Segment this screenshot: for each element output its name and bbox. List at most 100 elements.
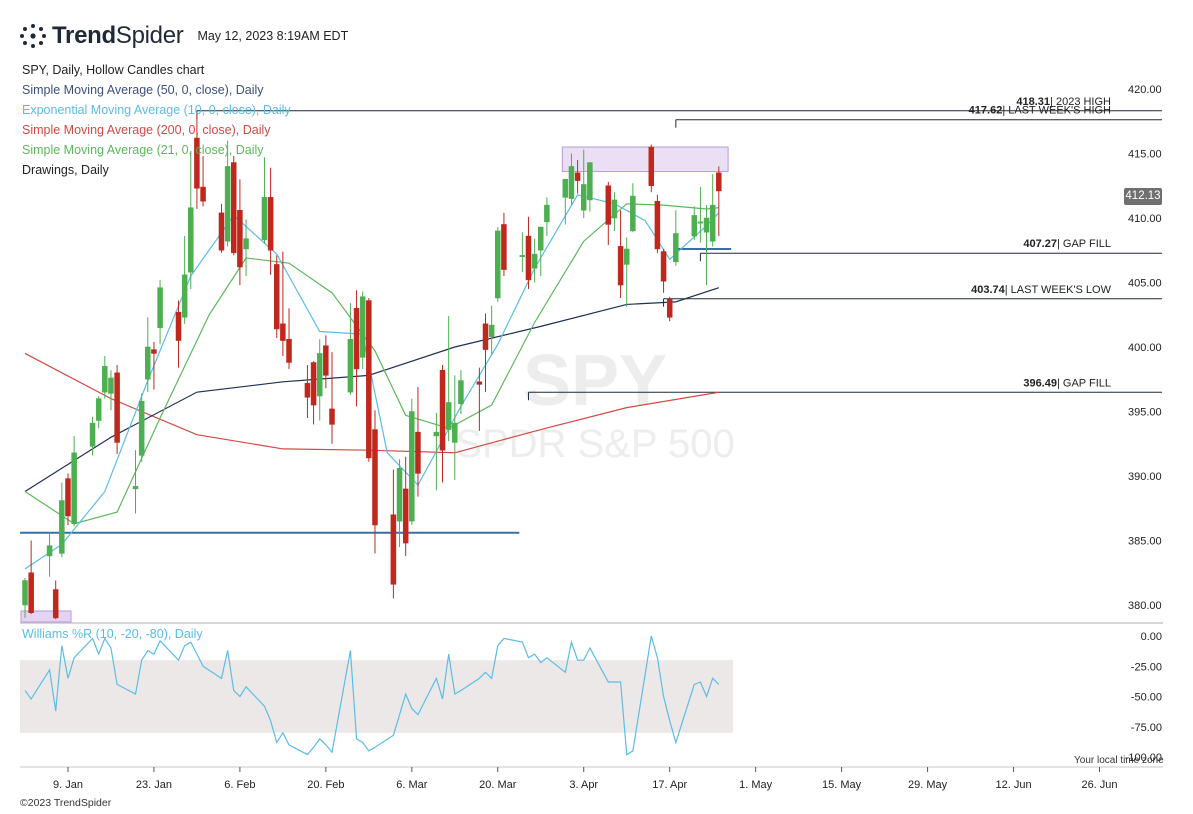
candle-body: [660, 251, 667, 282]
candle-body: [359, 296, 366, 358]
candle-body: [46, 545, 53, 557]
willr-tick-1: -25.00: [1131, 661, 1162, 673]
candle-body: [488, 324, 495, 337]
candle-body: [89, 422, 96, 447]
x-tick-label-3: 20. Feb: [307, 779, 344, 791]
candle-body: [409, 411, 415, 522]
candle-body: [630, 195, 636, 232]
candle-71: [630, 183, 636, 233]
candle-body: [531, 253, 538, 269]
candle-body: [587, 162, 593, 201]
candle-body: [267, 197, 274, 251]
candle-body: [102, 366, 108, 393]
candle-body: [59, 500, 65, 554]
candle-22: [218, 203, 225, 253]
candle-33: [310, 361, 317, 425]
candle-body: [200, 186, 206, 202]
x-tick-label-6: 3. Apr: [569, 779, 598, 791]
brand-wordmark: TrendSpider: [52, 22, 184, 49]
y-tick-label-0: 420.00: [1128, 84, 1162, 96]
candle-body: [666, 299, 673, 318]
candle-body: [71, 452, 77, 524]
candle-69: [617, 210, 624, 298]
candle-body: [132, 486, 139, 490]
legend-drawings[interactable]: Drawings, Daily: [22, 163, 109, 177]
candle-body: [218, 212, 225, 251]
candle-76: [673, 210, 679, 266]
y-tick-label-3: 405.00: [1128, 278, 1162, 290]
candle-70: [623, 237, 630, 308]
legend-sma200[interactable]: Simple Moving Average (200, 0, close), D…: [22, 123, 271, 137]
candle-7: [89, 416, 96, 456]
candle-body: [157, 287, 163, 328]
willr-tick-3: -75.00: [1131, 722, 1162, 734]
candle-51: [458, 370, 464, 415]
candle-body: [574, 172, 581, 181]
ema10-line: [24, 194, 720, 570]
candle-11: [114, 365, 120, 455]
candle-73: [654, 194, 661, 253]
candle-61: [544, 197, 550, 237]
candle-body: [28, 572, 34, 613]
legend-ema10[interactable]: Exponential Moving Average (10, 0, close…: [22, 103, 291, 117]
x-tick-label-2: 6. Feb: [224, 779, 255, 791]
candle-27: [261, 157, 268, 244]
candle-46: [415, 386, 421, 497]
candle-16: [157, 279, 163, 345]
candle-32: [304, 365, 311, 418]
willr-tick-2: -50.00: [1131, 692, 1162, 704]
candle-45: [409, 398, 415, 526]
candle-80: [709, 174, 716, 247]
candle-0: [22, 577, 28, 618]
candle-2: [46, 532, 53, 577]
candle-38: [353, 290, 360, 407]
y-tick-label-7: 385.00: [1128, 536, 1162, 548]
y-tick-label-6: 390.00: [1128, 471, 1162, 483]
candle-47: [433, 412, 440, 491]
candle-10: [108, 370, 114, 411]
legend-sma21[interactable]: Simple Moving Average (21, 0, close), Da…: [22, 143, 264, 157]
trendspider-logo-icon: [20, 24, 46, 48]
candle-body: [194, 137, 200, 189]
candle-body: [188, 207, 194, 273]
resistance-zone: [561, 146, 729, 173]
candle-60: [538, 226, 544, 277]
y-tick-label-2: 410.00: [1128, 213, 1162, 225]
candle-63: [568, 153, 575, 206]
candle-17: [175, 300, 182, 368]
candle-body: [151, 349, 157, 354]
candle-body: [237, 210, 243, 268]
candle-74: [660, 248, 667, 293]
candle-body: [623, 248, 630, 265]
x-tick-label-5: 20. Mar: [479, 779, 517, 791]
candle-64: [574, 159, 581, 194]
y-tick-label-5: 395.00: [1128, 407, 1162, 419]
candle-body: [396, 468, 403, 522]
candle-75: [666, 296, 673, 322]
candle-body: [519, 255, 526, 257]
timestamp: May 12, 2023 8:19AM EDT: [197, 29, 349, 43]
candle-body: [286, 339, 292, 363]
candle-72: [648, 144, 655, 193]
candle-body: [181, 274, 188, 318]
candle-body: [605, 185, 612, 225]
candle-40: [366, 297, 372, 462]
candle-body: [402, 488, 409, 544]
candle-1: [28, 540, 34, 615]
annotation-label-4: 396.49| GAP FILL: [1023, 377, 1111, 389]
candle-body: [568, 166, 575, 199]
candle-body: [673, 233, 679, 263]
x-tick-label-1: 23. Jan: [136, 779, 172, 791]
willr-zone: [20, 660, 734, 733]
candle-5: [65, 473, 71, 526]
candle-body: [538, 226, 544, 251]
annotation-label-2: 407.27| GAP FILL: [1023, 238, 1111, 250]
legend-chart-title[interactable]: SPY, Daily, Hollow Candles chart: [22, 63, 205, 77]
header: TrendSpider May 12, 2023 8:19AM EDT: [20, 22, 348, 50]
candle-58: [525, 216, 532, 289]
candle-14: [145, 317, 151, 393]
legend-sma50[interactable]: Simple Moving Average (50, 0, close), Da…: [22, 83, 264, 97]
x-tick-label-0: 9. Jan: [53, 779, 83, 791]
candle-body: [482, 323, 489, 350]
